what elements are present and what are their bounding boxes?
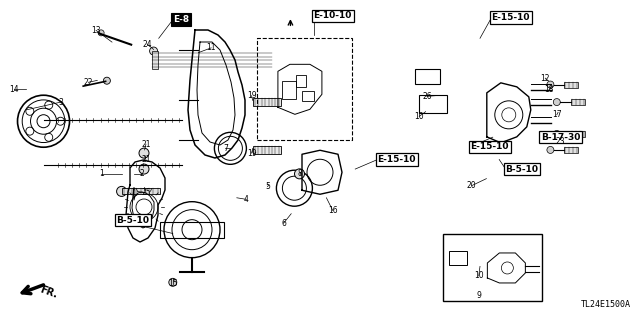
Text: E-15-10: E-15-10 — [470, 142, 509, 151]
Text: 11: 11 — [207, 43, 216, 52]
Text: 19: 19 — [246, 91, 257, 100]
Text: 4: 4 — [244, 195, 249, 204]
Text: FR.: FR. — [38, 284, 59, 300]
Circle shape — [547, 146, 554, 153]
Text: 8: 8 — [297, 169, 302, 178]
Circle shape — [104, 77, 110, 84]
Circle shape — [554, 130, 560, 137]
Text: 26: 26 — [422, 92, 432, 101]
Bar — [152, 51, 157, 69]
Text: 5: 5 — [265, 182, 270, 191]
Text: 20: 20 — [467, 181, 477, 190]
Circle shape — [139, 164, 149, 174]
Text: 21: 21 — [141, 155, 150, 164]
Bar — [253, 98, 281, 106]
Text: 25: 25 — [141, 189, 151, 197]
Text: 16: 16 — [328, 206, 338, 215]
Text: TL24E1500A: TL24E1500A — [580, 300, 630, 309]
Bar — [571, 131, 585, 137]
Bar — [443, 234, 542, 301]
Text: E-15-10: E-15-10 — [378, 155, 416, 164]
Bar — [415, 69, 440, 84]
Text: 10: 10 — [474, 271, 484, 280]
Text: 9: 9 — [476, 291, 481, 300]
Text: 21: 21 — [141, 140, 150, 149]
Circle shape — [294, 169, 305, 179]
Circle shape — [116, 186, 127, 197]
Bar — [419, 95, 447, 113]
Circle shape — [547, 81, 554, 88]
Circle shape — [169, 278, 177, 286]
Bar — [564, 147, 579, 153]
Bar — [449, 251, 467, 265]
Text: 19: 19 — [246, 149, 257, 158]
Text: 1: 1 — [99, 169, 104, 178]
Circle shape — [98, 30, 104, 36]
Text: B-5-10: B-5-10 — [116, 216, 150, 225]
Text: 7: 7 — [223, 144, 228, 153]
Bar — [302, 91, 314, 101]
Text: 10: 10 — [414, 112, 424, 121]
Text: B-17-30: B-17-30 — [541, 133, 580, 142]
Text: 17: 17 — [552, 110, 562, 119]
Text: 6: 6 — [281, 219, 286, 228]
Bar — [296, 75, 306, 87]
Bar — [253, 146, 281, 154]
Text: 2: 2 — [140, 169, 145, 178]
Text: 3: 3 — [58, 98, 63, 107]
Bar — [257, 38, 352, 140]
Text: 13: 13 — [91, 26, 101, 35]
Text: E-8: E-8 — [173, 15, 189, 24]
Bar — [160, 222, 224, 238]
Text: 14: 14 — [9, 85, 19, 94]
Text: 23: 23 — [556, 137, 566, 146]
Text: 22: 22 — [84, 78, 93, 87]
Bar — [564, 82, 579, 87]
Text: 15: 15 — [168, 279, 178, 288]
Text: 24: 24 — [142, 40, 152, 48]
Bar — [571, 99, 585, 105]
Circle shape — [554, 99, 560, 106]
Text: 18: 18 — [545, 85, 554, 94]
Text: E-10-10: E-10-10 — [314, 11, 352, 20]
Bar — [122, 189, 159, 194]
Text: B-5-10: B-5-10 — [506, 165, 539, 174]
Bar — [282, 81, 296, 99]
Circle shape — [139, 148, 149, 158]
Text: 12: 12 — [541, 74, 550, 83]
Text: E-15-10: E-15-10 — [492, 13, 530, 22]
Circle shape — [150, 47, 157, 55]
